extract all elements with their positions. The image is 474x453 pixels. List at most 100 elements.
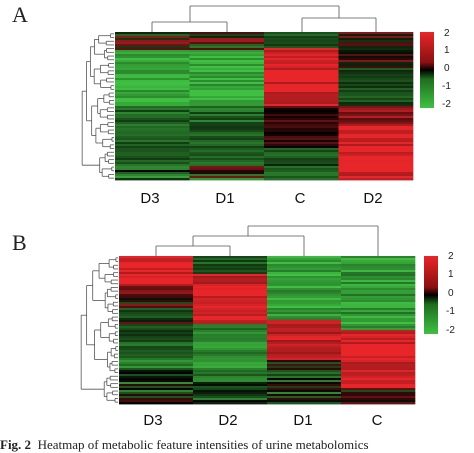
heatmap-a-cell (264, 136, 339, 139)
heatmap-b-cell (193, 360, 268, 363)
heatmap-a-cell (115, 170, 190, 173)
heatmap-a-cell (264, 162, 339, 165)
heatmap-b-cell (341, 384, 416, 387)
heatmap-a-cell (189, 114, 265, 117)
heatmap-b-cell (267, 376, 342, 379)
heatmap-b-cell (119, 264, 194, 267)
heatmap-a-cell (189, 68, 265, 71)
heatmap-a-cell (264, 90, 339, 93)
heatmap-a-cell (189, 172, 265, 175)
heatmap-a-cell (264, 74, 339, 77)
heatmap-b-cell (341, 348, 416, 351)
heatmap-a-cell (264, 138, 339, 141)
heatmap-a-cell (115, 102, 190, 105)
heatmap-a-cell (115, 62, 190, 65)
heatmap-a-cell (115, 96, 190, 99)
heatmap-b-cell (341, 370, 416, 373)
heatmap-b-cell (267, 308, 342, 311)
heatmap-a-cell (338, 114, 414, 117)
heatmap-b-cell (267, 306, 342, 309)
heatmap-a-cell (338, 54, 414, 57)
heatmap-a-cell (189, 116, 265, 119)
heatmap-a-cell (338, 178, 414, 181)
heatmap-a-cell (264, 64, 339, 67)
heatmap-b-cell (193, 342, 268, 345)
heatmap-b-cell (341, 330, 416, 333)
heatmap-a-cell (264, 152, 339, 155)
heatmap-a-cell (338, 140, 414, 143)
heatmap-a-cell (189, 72, 265, 75)
heatmap-a-cell (189, 94, 265, 97)
heatmap-a-cell (338, 150, 414, 153)
heatmap-b-cell (119, 374, 194, 377)
column-label-b-2: D2 (218, 412, 238, 429)
heatmap-b-cell (119, 258, 194, 261)
heatmap-b-cell (193, 314, 268, 317)
heatmap-b-cell (119, 310, 194, 313)
heatmap-a-cell (115, 98, 190, 101)
heatmap-a-cell (189, 80, 265, 83)
dendrograms (80, 5, 379, 403)
heatmap-b-cell (341, 354, 416, 357)
heatmap-a-cell (189, 154, 265, 157)
heatmap-b-cell (119, 390, 194, 393)
heatmap-a-cell (338, 32, 414, 35)
heatmap-b-cell (119, 322, 194, 325)
heatmap-a-cell (115, 72, 190, 75)
heatmap-b-cell (119, 296, 194, 299)
heatmap-a-cell (189, 90, 265, 93)
heatmap-a-cell (264, 68, 339, 71)
heatmap-b-cell (341, 314, 416, 317)
heatmap-a-cell (338, 72, 414, 75)
heatmap-a-cell (338, 122, 414, 125)
heatmap-b-cell (267, 332, 342, 335)
heatmap-a-cell (115, 80, 190, 83)
heatmap-b-cell (119, 306, 194, 309)
heatmap-b-cell (341, 360, 416, 363)
heatmap-b-cell (341, 322, 416, 325)
heatmap-b-cell (193, 338, 268, 341)
heatmap-b-cell (119, 318, 194, 321)
heatmap-b-cell (341, 294, 416, 297)
heatmap-b-cell (341, 316, 416, 319)
heatmap-a-cell (189, 132, 265, 135)
heatmap-b-cell (193, 388, 268, 391)
heatmap-a-cell (115, 46, 190, 49)
heatmap-a-cell (338, 154, 414, 157)
heatmap-a-cell (189, 76, 265, 79)
heatmap-a-cell (115, 136, 190, 139)
heatmap-a-cell (189, 48, 265, 51)
heatmap-a-cell (189, 166, 265, 169)
heatmap-b-cell (267, 384, 342, 387)
heatmap-a-cell (264, 38, 339, 41)
heatmap-a-cell (338, 50, 414, 53)
heatmap-a-cell (115, 106, 190, 109)
heatmap-a-cell (338, 104, 414, 107)
heatmap-b-cell (267, 270, 342, 273)
heatmap-b-cell (267, 370, 342, 373)
heatmap-a-cell (115, 124, 190, 127)
heatmap-a-cell (115, 156, 190, 159)
heatmap-b-cell (341, 320, 416, 323)
heatmap-a-cell (189, 134, 265, 137)
heatmap-b-cell (267, 292, 342, 295)
heatmap-b-cell (267, 368, 342, 371)
heatmap-a-cell (338, 146, 414, 149)
heatmap-a-cell (189, 170, 265, 173)
heatmap-b-cell (341, 298, 416, 301)
heatmap-b-cell (193, 272, 268, 275)
heatmap-b-cell (341, 346, 416, 349)
heatmap-b-cell (119, 368, 194, 371)
heatmap-a-cell (189, 152, 265, 155)
heatmap-b-cell (193, 364, 268, 367)
heatmap-a-cell (338, 84, 414, 87)
heatmap-b-cell (267, 276, 342, 279)
heatmap-b-cell (119, 354, 194, 357)
heatmap-a-cell (338, 92, 414, 95)
heatmap-a-cell (189, 64, 265, 67)
heatmap-b-cell (267, 382, 342, 385)
heatmap-b-cell (267, 302, 342, 305)
heatmap-a-cell (338, 64, 414, 67)
heatmap-a-cell (189, 84, 265, 87)
heatmap-b-cell (119, 332, 194, 335)
